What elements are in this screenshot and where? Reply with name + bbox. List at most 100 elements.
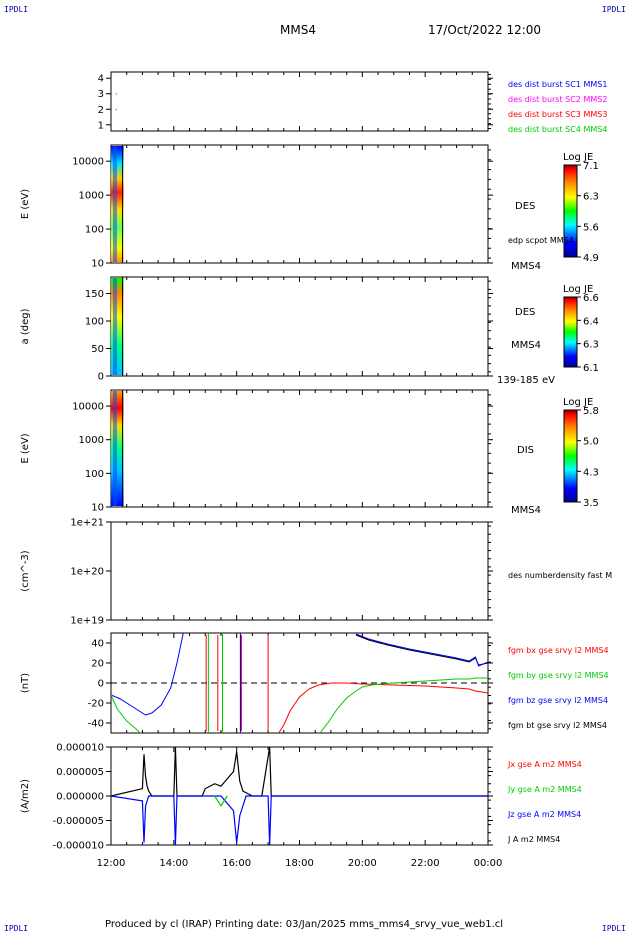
spacecraft-title: MMS4	[280, 23, 316, 37]
panel-frame	[110, 71, 489, 132]
x-tick-label: 14:00	[159, 858, 188, 869]
legend-entry: fgm bx gse srvy l2 MMS4	[508, 646, 609, 655]
x-tick-label: 16:00	[222, 858, 251, 869]
y-tick-label: 10	[91, 259, 104, 270]
y-axis-label: (cm^-3)	[20, 550, 31, 591]
legend-entry: fgm bt gse srvy l2 MMS4	[508, 721, 607, 730]
legend-entry: Jz gse A m2 MMS4	[507, 810, 581, 819]
colorbar-tick-label: 7.1	[583, 161, 599, 172]
y-tick-label: 10	[91, 503, 104, 514]
y-tick-label: 0	[98, 372, 104, 383]
y-tick-label: 1	[98, 120, 104, 131]
series-line	[111, 633, 184, 716]
y-tick-label: 0.000000	[56, 792, 104, 803]
y-tick-label: -0.000005	[53, 816, 104, 827]
x-tick-label: 20:00	[348, 858, 377, 869]
panel-6: 40 20 0 -20 -40 (nT) fgm bx gse srvy l2 MMS4 fg…	[20, 632, 609, 734]
legend-entry: Jx gse A m2 MMS4	[507, 760, 582, 769]
y-tick-label: 1e+21	[70, 518, 104, 529]
legend-entry: des dist burst SC2 MMS2	[508, 95, 607, 104]
colorbar-tick-label: 6.6	[583, 293, 599, 304]
colorbar	[563, 164, 578, 258]
colorbar	[563, 296, 578, 368]
series-line	[355, 633, 488, 667]
y-tick-label: 1000	[79, 191, 104, 202]
y-axis-label: (nT)	[20, 673, 31, 693]
y-axis-label: (A/m2)	[20, 779, 31, 813]
colorbar	[563, 409, 578, 503]
y-tick-label: 50	[91, 344, 104, 355]
panel-2: 10000 1000 100 10 E (eV) Log JE7.1 6.3 5.6 4.9 DE…	[20, 144, 599, 272]
panel-4: 10000 1000 100 10 E (eV) Log JE5.8 5.0 4.3 3.5 DI…	[20, 389, 599, 516]
colorbar-tick-label: 5.6	[583, 222, 599, 233]
x-tick-label: 12:00	[97, 858, 126, 869]
y-tick-label: 150	[85, 289, 104, 300]
y-tick-label: 10000	[72, 157, 104, 168]
corner-tag-bottom-left: IPDLI	[4, 924, 29, 933]
panel-frame	[110, 276, 489, 377]
datetime-title: 17/Oct/2022 12:00	[428, 23, 542, 37]
y-axis-label: E (eV)	[20, 433, 31, 463]
side-label: 139-185 eV	[497, 375, 555, 386]
panel-frame	[110, 389, 489, 508]
y-tick-label: -20	[88, 699, 104, 710]
x-tick-label: 18:00	[285, 858, 314, 869]
colorbar-label: Log JE	[563, 397, 593, 408]
y-tick-label: 100	[85, 317, 104, 328]
legend-entry: des dist burst SC4 MMS4	[508, 125, 607, 134]
legend-entry: Jy gse A m2 MMS4	[507, 785, 582, 794]
colorbar-tick-label: 4.9	[583, 253, 599, 264]
colorbar-tick-label: 6.4	[583, 316, 599, 327]
y-tick-label: 0.000005	[56, 767, 104, 778]
panel-5: 1e+21 1e+20 1e+19 (cm^-3) des numberdensity …	[20, 518, 612, 627]
x-tick-label: 22:00	[411, 858, 440, 869]
series-line	[111, 747, 488, 797]
side-label: MMS4	[511, 261, 541, 272]
legend-entry: des dist burst SC3 MMS3	[508, 110, 607, 119]
y-tick-label: 20	[91, 659, 104, 670]
panel-7: 0.000010 0.000005 0.000000 -0.000005 -0.0000…	[20, 743, 582, 852]
colorbar-label: Log JE	[563, 152, 593, 163]
y-tick-label: -40	[88, 719, 104, 730]
y-tick-label: 1e+20	[70, 567, 104, 578]
x-tick-label: 00:00	[474, 858, 503, 869]
side-label: MMS4	[511, 505, 541, 516]
series-line	[278, 682, 488, 733]
series-line	[111, 694, 142, 733]
legend-entry: fgm by gse srvy l2 MMS4	[508, 671, 609, 680]
legend-entry: J A m2 MMS4	[507, 835, 560, 844]
colorbar-tick-label: 5.0	[583, 437, 599, 448]
spectrogram-stripe	[113, 278, 117, 375]
corner-tag-top-left: IPDLI	[4, 5, 29, 14]
y-axis-label: E (eV)	[20, 189, 31, 219]
y-tick-label: 1000	[79, 435, 104, 446]
legend-entry: des numberdensity fast M	[508, 571, 612, 580]
colorbar-tick-label: 6.3	[583, 340, 599, 351]
spectrogram-stripe	[113, 391, 117, 506]
burst-point	[115, 93, 117, 95]
y-tick-label: 2	[98, 105, 104, 116]
side-label: edp scpot MMS4	[508, 236, 574, 245]
panel-frame	[110, 521, 489, 621]
series-line	[111, 795, 488, 845]
colorbar-tick-label: 3.5	[583, 498, 599, 509]
colorbar-tick-label: 6.1	[583, 363, 599, 374]
y-axis-label: a (deg)	[20, 308, 31, 344]
panel-3: 150 100 50 0 a (deg) Log JE6.6 6.4 6.3 6.1 DES MMS…	[20, 276, 599, 386]
burst-point	[115, 108, 117, 110]
spectrogram-block	[111, 391, 124, 506]
series-line	[214, 795, 228, 807]
y-tick-label: 1e+19	[70, 616, 104, 627]
y-tick-label: 100	[85, 225, 104, 236]
legend-entry: des dist burst SC1 MMS1	[508, 80, 607, 89]
corner-tag-bottom-right: IPDLI	[601, 924, 626, 933]
y-tick-label: -0.000010	[53, 841, 104, 852]
panel-frame	[110, 144, 489, 264]
y-tick-label: 100	[85, 469, 104, 480]
y-tick-label: 4	[98, 74, 104, 85]
side-label: DIS	[517, 445, 534, 456]
series-line	[319, 677, 488, 733]
plot-stack: 4 3 2 1 des dist burst SC1 MMS1 des dist burs…	[20, 71, 612, 869]
colorbar-tick-label: 6.3	[583, 192, 599, 203]
footer-credit: Produced by cl (IRAP) Printing date: 03/…	[105, 919, 504, 930]
